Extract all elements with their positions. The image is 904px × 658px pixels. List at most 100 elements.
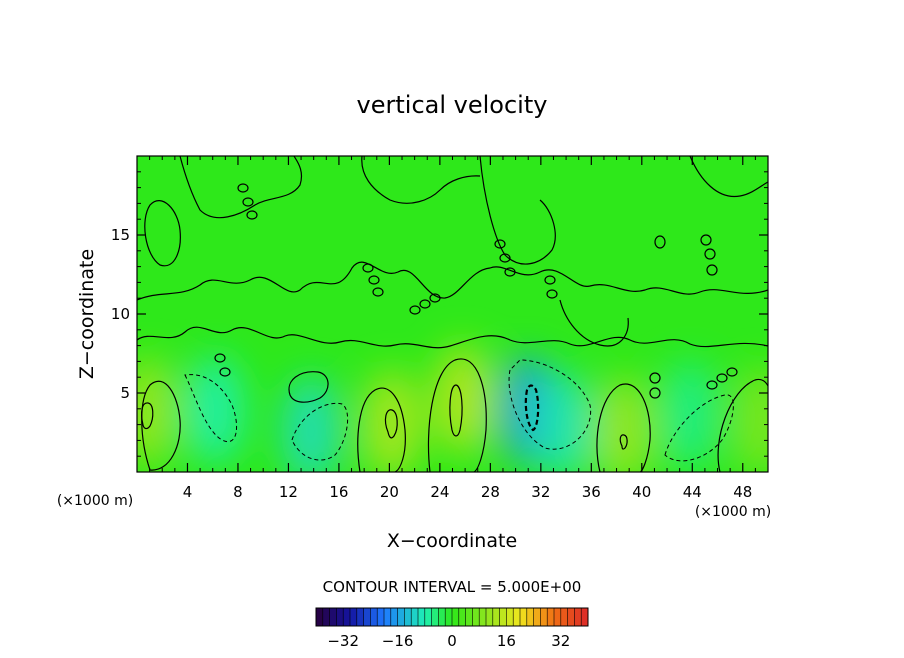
- contour-loop: [706, 380, 718, 390]
- contour-loop: [546, 289, 558, 299]
- field-feature: [432, 344, 493, 455]
- contour-loop: [654, 235, 666, 249]
- contour-dashed: [184, 374, 238, 443]
- colorbar-frame: [315, 607, 589, 627]
- contour-line: [357, 387, 406, 472]
- contour-line: [559, 299, 629, 347]
- colorbar-cell: [438, 608, 446, 626]
- contour-loop: [504, 267, 516, 277]
- contour-loop: [700, 234, 712, 246]
- contour-line: [596, 383, 651, 472]
- contour-loop: [706, 264, 718, 276]
- contour-line: [144, 200, 181, 267]
- colorbar-cell: [540, 608, 548, 626]
- contour-line: [141, 402, 154, 430]
- colorbar-cell: [397, 608, 405, 626]
- colorbar-cell: [316, 608, 324, 626]
- contour-loop: [242, 197, 254, 207]
- plot-area: [137, 156, 768, 472]
- contour-loop: [237, 183, 249, 193]
- x-tick-label: 28: [481, 483, 500, 501]
- contour-line: [288, 371, 329, 403]
- colorbar-cell: [336, 608, 344, 626]
- colorbar-cell: [554, 608, 562, 626]
- contour-loop: [649, 372, 661, 384]
- colorbar: [315, 607, 589, 627]
- colorbar-tick-label: 16: [497, 632, 516, 650]
- colorbar-cell: [560, 608, 568, 626]
- colorbar-ticks: −32 −16 0 16 32: [327, 632, 570, 650]
- x-tick-label: 8: [233, 483, 243, 501]
- colorbar-cell: [424, 608, 432, 626]
- contour-loop: [419, 299, 431, 309]
- field-feature: [137, 356, 178, 467]
- contour-line: [427, 358, 487, 472]
- colorbar-cell: [370, 608, 378, 626]
- contour-line: [689, 156, 768, 198]
- colorbar-tick-label: −16: [382, 632, 414, 650]
- field-feature: [731, 366, 768, 472]
- colorbar-tick-label: 32: [551, 632, 570, 650]
- colorbar-cell: [377, 608, 385, 626]
- colorbar-cell: [492, 608, 500, 626]
- colorbar-cell: [465, 608, 473, 626]
- field-feature: [659, 360, 720, 471]
- y-axis: 5 10 15: [111, 171, 768, 457]
- contour-line: [361, 156, 481, 204]
- contour-loop: [219, 367, 231, 377]
- x-tick-label: 44: [683, 483, 702, 501]
- contour-line: [137, 261, 768, 301]
- contour-loop: [494, 239, 506, 249]
- colorbar-cell: [499, 608, 507, 626]
- contour-interval-label: CONTOUR INTERVAL = 5.000E+00: [323, 578, 582, 596]
- contour-loop: [726, 367, 738, 377]
- contour-loop: [499, 253, 511, 263]
- colorbar-cell: [390, 608, 398, 626]
- field-feature: [533, 371, 594, 472]
- colorbar-cell: [384, 608, 392, 626]
- colorbar-tick-label: 0: [447, 632, 457, 650]
- y-tick-label: 10: [111, 305, 130, 323]
- x-tick-label: 16: [329, 483, 348, 501]
- contour-loop: [704, 248, 716, 260]
- contour-loop: [372, 287, 384, 297]
- field-feature: [361, 369, 422, 472]
- colorbar-cell: [547, 608, 555, 626]
- y-axis-label: Z−coordinate: [76, 249, 98, 379]
- colorbar-cell: [418, 608, 426, 626]
- colorbar-cell: [356, 608, 364, 626]
- colorbar-cell: [533, 608, 541, 626]
- y-tick-label: 5: [120, 384, 130, 402]
- colorbar-cell: [445, 608, 453, 626]
- field-feature: [185, 355, 246, 466]
- field-feature: [281, 375, 342, 472]
- x-tick-label: 48: [733, 483, 752, 501]
- x-unit-label: (×1000 m): [695, 504, 771, 520]
- colorbar-cell: [404, 608, 412, 626]
- colorbar-cell: [486, 608, 494, 626]
- chart-title: vertical velocity: [357, 91, 548, 119]
- contour-line: [479, 156, 556, 265]
- contour-loop: [362, 263, 374, 273]
- contour-line: [179, 156, 303, 219]
- contour-loop: [716, 373, 728, 383]
- contour-line: [141, 380, 181, 471]
- contour-loop: [649, 387, 661, 399]
- colorbar-cell: [363, 608, 371, 626]
- colorbar-cell: [479, 608, 487, 626]
- colorbar-cell: [431, 608, 439, 626]
- x-tick-label: 24: [430, 483, 449, 501]
- contour-loop: [544, 275, 556, 285]
- contour-line: [384, 409, 398, 439]
- contour-loop: [409, 305, 421, 315]
- colorbar-cell: [329, 608, 337, 626]
- x-tick-label: 36: [582, 483, 601, 501]
- colorbar-cell: [411, 608, 419, 626]
- colorbar-cell: [574, 608, 582, 626]
- contour-loop: [368, 275, 380, 285]
- x-axis: 4 8 12 16 20 24 28 32 36 40 44 48: [149, 156, 756, 501]
- y-tick-label: 15: [111, 226, 130, 244]
- x-axis-label: X−coordinate: [387, 530, 517, 552]
- colorbar-cell: [343, 608, 351, 626]
